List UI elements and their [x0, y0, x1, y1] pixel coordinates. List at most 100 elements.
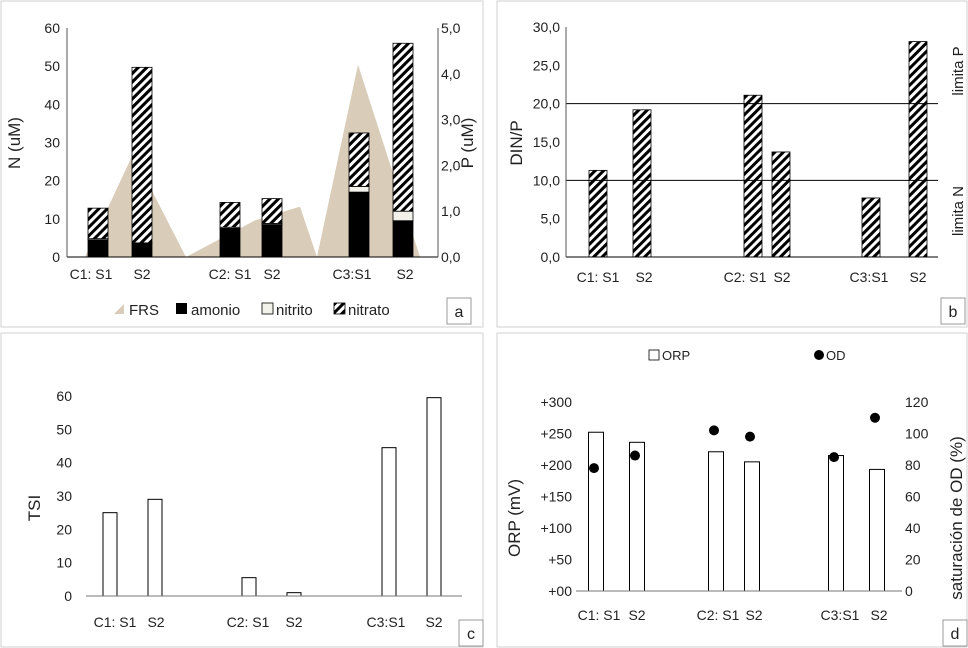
nitrato-bar-segment — [392, 42, 414, 212]
panel-a-category-label: C1: S1 — [70, 266, 113, 282]
panel-d-ytick-label: +150 — [540, 489, 572, 505]
legend-orp-swatch — [648, 349, 660, 361]
legend-frs-swatch — [114, 304, 124, 314]
legend-frs-label: FRS — [129, 302, 159, 319]
legend-nitrito-label: nitrito — [276, 302, 313, 319]
panel-a-category-label: C2: S1 — [209, 266, 252, 282]
legend-orp-label: ORP — [662, 348, 690, 363]
panel-b-tag-box — [940, 297, 966, 325]
panel-d-ytick-label: +250 — [540, 426, 572, 442]
panel-a-legend: FRS amonio nitrito nitrato — [114, 302, 390, 319]
legend-amonio-label: amonio — [191, 302, 240, 319]
panel-a-category-label: S2 — [263, 266, 280, 282]
panel-a-y2label: P (uM) — [458, 118, 477, 169]
panel-c-ylabel: TSI — [25, 495, 44, 521]
amonio-bar-segment — [219, 227, 241, 258]
legend-nitrato-label: nitrato — [348, 302, 390, 319]
panel-b-frame — [496, 0, 968, 328]
nitrito-bar-segment — [348, 185, 370, 193]
panel-d-tag-box — [942, 619, 968, 647]
panel-a-category-label: S2 — [133, 266, 150, 282]
panel-b-category-label: S2 — [909, 269, 926, 285]
amonio-bar-segment — [87, 239, 109, 258]
panel-b-ytick-label: 25,0 — [533, 57, 560, 73]
panel-c-tag-box — [458, 619, 484, 647]
panel-c-category-label: C1: S1 — [94, 614, 137, 630]
panel-c-ytick-label: 40 — [56, 455, 72, 471]
panel-a-y2tick-label: 3,0 — [441, 112, 461, 128]
panel-d-y2tick-label: 60 — [905, 489, 921, 505]
panel-b-ytick-label: 5,0 — [541, 211, 561, 227]
panel-d-ylabel: ORP (mV) — [505, 479, 524, 557]
panel-c-tag: c — [467, 626, 475, 643]
panel-b-category-label: C3:S1 — [850, 269, 889, 285]
panel-a-category-label: C3:S1 — [333, 266, 372, 282]
frs-area — [85, 64, 420, 257]
panel-c-category-label: S2 — [425, 614, 442, 630]
panel-a-y2tick-label: 5,0 — [441, 20, 461, 36]
panel-d-category-label: S2 — [628, 607, 645, 623]
panel-c-ytick-label: 50 — [56, 421, 72, 437]
panel-d-ytick-label: +100 — [540, 520, 572, 536]
orp-bar — [828, 455, 844, 592]
panel-b-ytick-label: 0,0 — [541, 249, 561, 265]
od-point — [630, 450, 640, 461]
amonio-bar-segment — [348, 191, 370, 258]
panel-d-frame — [496, 332, 968, 648]
nitrato-bar-segment — [219, 202, 241, 228]
panel-d-category-label: S2 — [870, 607, 887, 623]
panel-d-ytick-label: +00 — [548, 583, 572, 599]
din-p-bar — [771, 151, 791, 258]
legend-od-swatch — [814, 350, 824, 360]
amonio-bar-segment — [131, 243, 153, 258]
panel-d-category-label: C3:S1 — [821, 607, 860, 623]
nitrito-bar-segment — [392, 210, 414, 222]
panel-c-ytick-label: 10 — [56, 555, 72, 571]
panel-a-tag-box — [446, 297, 472, 325]
od-point — [870, 412, 880, 423]
panel-b-ytick-label: 30,0 — [533, 19, 560, 35]
panel-b-category-label: S2 — [635, 269, 652, 285]
orp-bar — [629, 441, 645, 592]
panel-a-ylabel: N (uM) — [5, 117, 24, 169]
panel-b-ytick-label: 20,0 — [533, 96, 560, 112]
panel-d-y2tick-label: 40 — [905, 520, 921, 536]
amonio-bar-segment — [261, 224, 283, 258]
din-p-bar — [861, 197, 881, 258]
panel-d-legend: ORP OD — [648, 348, 846, 363]
panel-c-ytick-label: 0 — [64, 588, 72, 604]
panel-d-y2tick-label: 0 — [905, 583, 913, 599]
panel-b-ytick-label: 15,0 — [533, 134, 560, 150]
od-point — [745, 431, 755, 442]
plots-layer: 0 10 20 30 40 50 60 0,0 1,0 2,0 3,0 4,0 5,0 C1: S1 S2 C… — [44, 19, 938, 630]
panel-b-tag: b — [949, 304, 958, 321]
nitrato-bar-segment — [348, 132, 370, 187]
panel-d-y2label: saturación de OD (%) — [947, 436, 966, 599]
legend-od-label: OD — [826, 348, 846, 363]
legend-nitrito-swatch — [261, 302, 274, 315]
tsi-bar — [381, 447, 397, 597]
orp-bar — [708, 451, 724, 592]
tsi-bar — [147, 498, 163, 597]
panel-a-ytick-label: 10 — [44, 211, 60, 227]
panel-d-ytick-label: +50 — [548, 552, 572, 568]
panel-a-ytick-label: 40 — [44, 96, 60, 112]
panel-c-category-label: C2: S1 — [227, 614, 270, 630]
panel-a-y2tick-label: 1,0 — [441, 203, 461, 219]
din-p-bar — [743, 94, 763, 258]
panel-a-ytick-label: 30 — [44, 135, 60, 151]
nitrato-bar-segment — [131, 66, 153, 244]
panel-d-tag: d — [951, 626, 960, 643]
panel-b-ytick-label: 10,0 — [533, 172, 560, 188]
din-p-bar — [908, 41, 928, 258]
panel-d-y2tick-label: 100 — [905, 426, 929, 442]
panel-a-ytick-label: 50 — [44, 58, 60, 74]
panel-d-y2tick-label: 120 — [905, 394, 929, 410]
panel-c-ytick-label: 60 — [56, 388, 72, 404]
tsi-bar — [241, 577, 257, 597]
od-point — [829, 452, 839, 463]
panel-d-category-label: C1: S1 — [578, 607, 621, 623]
panel-a-frame — [0, 0, 484, 328]
nitrato-bar-segment — [261, 198, 283, 224]
